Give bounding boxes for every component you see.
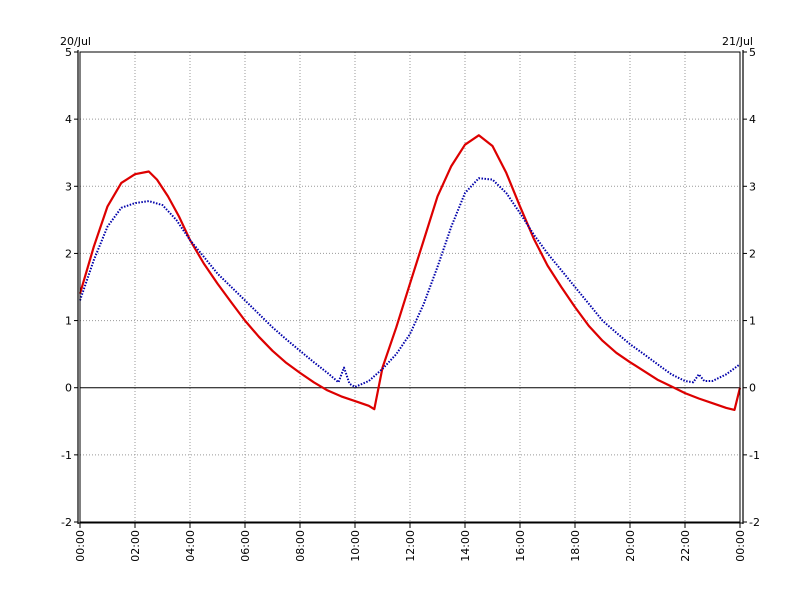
series-lines: [78, 134, 742, 411]
y-tick-label-right: 1: [749, 315, 756, 328]
x-tick-label: 20:00: [624, 530, 637, 562]
x-tick-label: 12:00: [404, 530, 417, 562]
y-tick-labels: -2 -2 -1 -1 0 0 1 1 2 2 3 3 4 4 5 5: [61, 46, 760, 529]
series-line-1: [78, 134, 742, 411]
y-tick-label-left: 3: [65, 180, 72, 193]
y-tick-label-right: 0: [749, 382, 756, 395]
series-line-2: [79, 177, 741, 388]
date-start-label: 20/Jul: [60, 35, 91, 48]
date-end-label: 21/Jul: [722, 35, 753, 48]
y-tick-label-right: 4: [749, 113, 756, 126]
y-tick-label-left: 4: [65, 113, 72, 126]
x-tick-label: 10:00: [349, 530, 362, 562]
y-tick-label-right: 2: [749, 247, 756, 260]
x-tick-label: 18:00: [569, 530, 582, 562]
x-tick-label: 22:00: [679, 530, 692, 562]
y-tick-label-right: 3: [749, 180, 756, 193]
plot-frame: [77, 50, 744, 524]
x-tick-label: 00:00: [74, 530, 87, 562]
x-tick-label: 16:00: [514, 530, 527, 562]
x-tick-label: 06:00: [239, 530, 252, 562]
y-tick-label-left: 2: [65, 247, 72, 260]
y-tick-label-right: -1: [749, 449, 760, 462]
plot-border: [79, 51, 741, 523]
y-tick-label-right: 5: [749, 46, 756, 59]
y-tick-label-left: 1: [65, 315, 72, 328]
x-tick-label: 08:00: [294, 530, 307, 562]
grid-lines: [80, 52, 740, 522]
y-tick-label-left: 5: [65, 46, 72, 59]
y-tick-label-left: -2: [61, 516, 72, 529]
x-tick-label: 02:00: [129, 530, 142, 562]
y-tick-label-right: -2: [749, 516, 760, 529]
x-tick-label: 00:00: [734, 530, 747, 562]
x-tick-label: 04:00: [184, 530, 197, 562]
x-tick-label: 14:00: [459, 530, 472, 562]
y-tick-label-left: -1: [61, 449, 72, 462]
x-tick-labels: 00:00 02:00 04:00 06:00 08:00 10:00 12:00 14:00…: [74, 523, 747, 562]
y-tick-label-left: 0: [65, 382, 72, 395]
